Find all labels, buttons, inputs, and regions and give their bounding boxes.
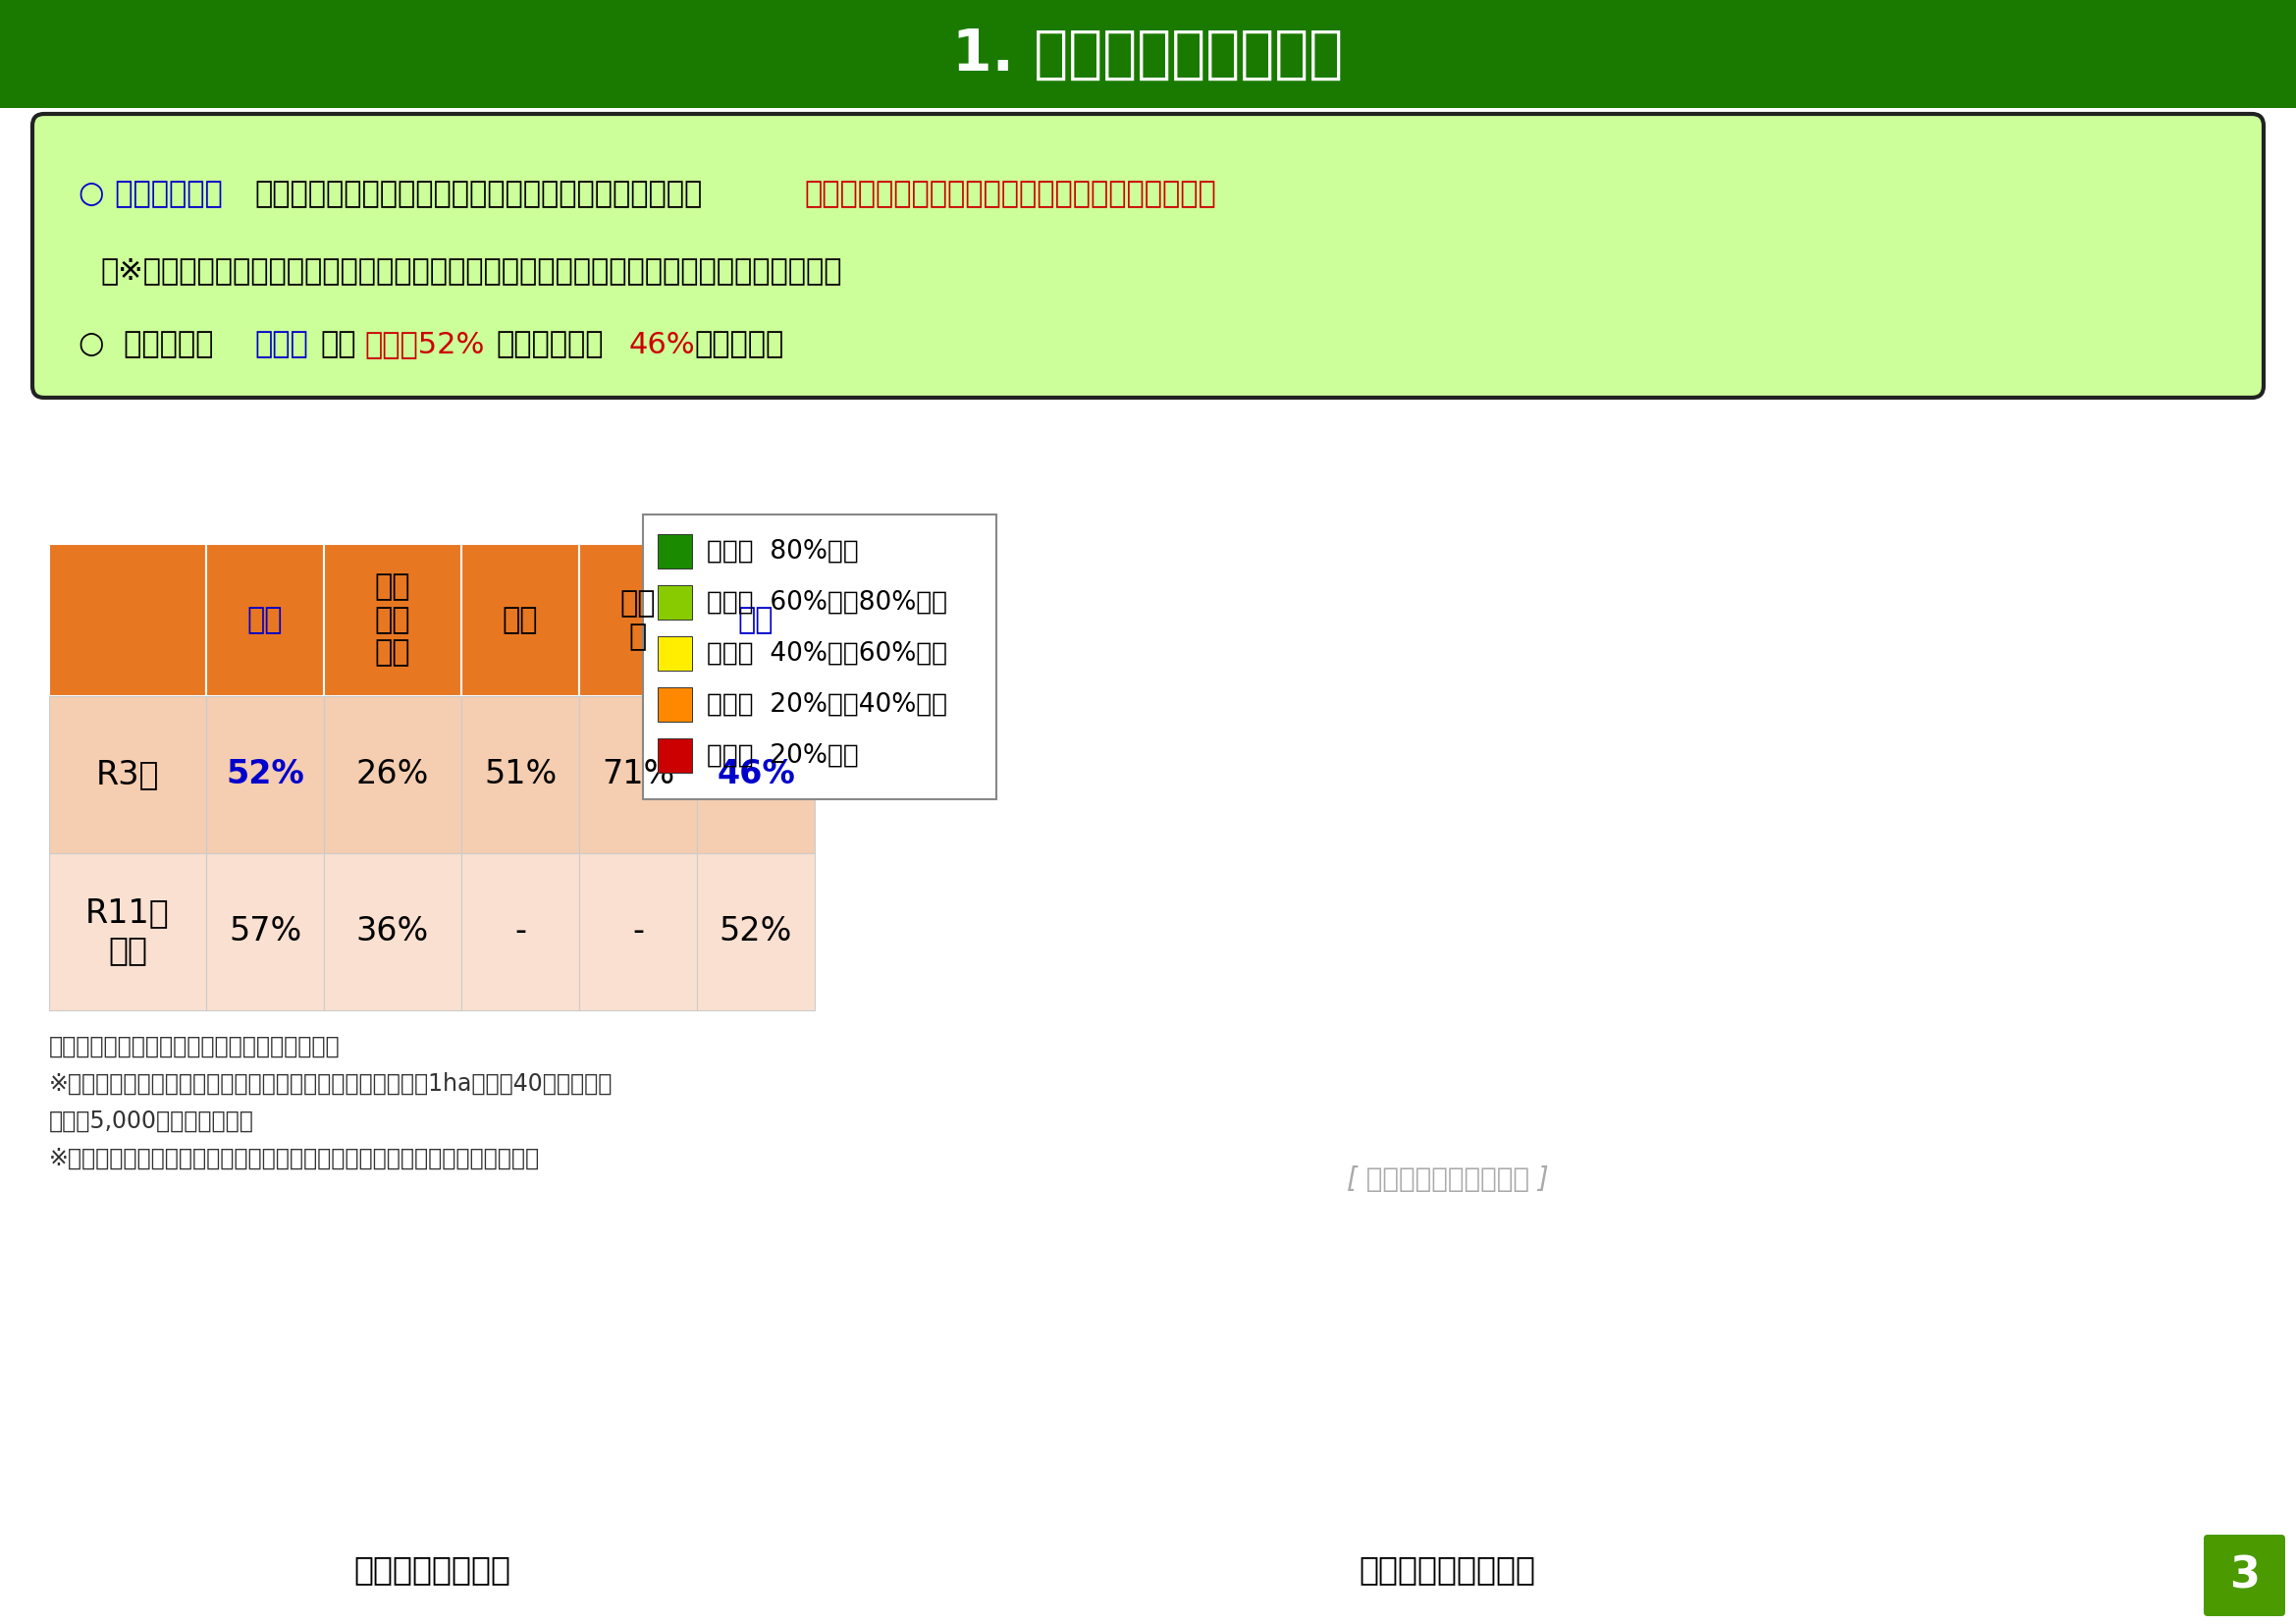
Text: は、: は、 xyxy=(321,330,356,359)
Text: だが、林地は: だが、林地は xyxy=(496,330,604,359)
Text: ・・・  80%以上: ・・・ 80%以上 xyxy=(707,539,859,564)
Bar xyxy=(0,0,2296,109)
Bar xyxy=(48,544,207,697)
Text: 57%: 57% xyxy=(230,916,301,948)
Text: 農用
地: 農用 地 xyxy=(620,590,657,651)
Text: 52%: 52% xyxy=(719,916,792,948)
Text: R3末: R3末 xyxy=(96,758,158,791)
Text: （※筆界）の位置と面積を測量する調査。調査結果は、登記所に送付され、登記簿に反映。: （※筆界）の位置と面積を測量する調査。調査結果は、登記所に送付され、登記簿に反映… xyxy=(101,257,843,286)
Text: 51%: 51% xyxy=(484,758,556,791)
Bar xyxy=(643,515,996,799)
Text: 進捗率: 進捗率 xyxy=(255,330,308,359)
Text: 注：　国土交通省のホームページを基に作成。: 注： 国土交通省のホームページを基に作成。 xyxy=(48,1034,340,1059)
Text: 1. 地籍調査の進捗状況: 1. 地籍調査の進捗状況 xyxy=(953,26,1343,81)
Bar xyxy=(324,853,461,1010)
Text: 26%: 26% xyxy=(356,758,429,791)
Text: ※宅地、農用地、林地については、人口集中地区以外の地域を分類したもの。: ※宅地、農用地、林地については、人口集中地区以外の地域を分類したもの。 xyxy=(48,1147,540,1171)
Text: R11末
目標: R11末 目標 xyxy=(85,896,170,966)
Text: は、国土調査法に基づき、主に市町村が主体となって、: は、国土調査法に基づき、主に市町村が主体となって、 xyxy=(255,180,703,208)
Text: 52%: 52% xyxy=(225,758,303,791)
Text: 46%: 46% xyxy=(716,758,794,791)
Text: 全体: 全体 xyxy=(248,606,282,635)
Bar xyxy=(629,818,2266,1541)
Bar xyxy=(579,853,698,1010)
Bar xyxy=(207,853,324,1010)
Text: -: - xyxy=(631,916,643,948)
Text: 46%: 46% xyxy=(629,330,696,359)
Text: 宅地: 宅地 xyxy=(503,606,537,635)
Bar xyxy=(461,853,579,1010)
Text: ・・・  20%未満: ・・・ 20%未満 xyxy=(707,742,859,768)
Bar xyxy=(324,544,461,697)
Text: 3: 3 xyxy=(2229,1554,2259,1596)
FancyBboxPatch shape xyxy=(2204,1535,2285,1616)
Text: 都道府県別の進捗率: 都道府県別の進捗率 xyxy=(1359,1554,1536,1587)
Bar xyxy=(48,853,207,1010)
Bar xyxy=(657,534,691,568)
Text: [ 都道府県別進捗率地図 ]: [ 都道府県別進捗率地図 ] xyxy=(1345,1166,1548,1194)
Text: ・・・  20%以上40%未満: ・・・ 20%以上40%未満 xyxy=(707,692,948,718)
Bar xyxy=(698,544,815,697)
Bar xyxy=(207,697,324,853)
Text: 人口
集中
地区: 人口 集中 地区 xyxy=(374,573,411,667)
Bar xyxy=(324,697,461,853)
Bar xyxy=(207,544,324,697)
Text: 地籍調査の進捗率: 地籍調査の進捗率 xyxy=(354,1554,510,1587)
Text: 71%: 71% xyxy=(602,758,675,791)
Bar xyxy=(579,697,698,853)
Text: ○ 「地籍調査」: ○ 「地籍調査」 xyxy=(78,180,223,208)
Bar xyxy=(579,544,698,697)
Text: に留まる。: に留まる。 xyxy=(693,330,783,359)
Bar xyxy=(657,687,691,721)
Text: 一筆ごとの土地の所有者、地番、地目を調べ、境界: 一筆ごとの土地の所有者、地番、地目を調べ、境界 xyxy=(804,180,1217,208)
Text: ・・・  60%以上80%未満: ・・・ 60%以上80%未満 xyxy=(707,590,948,615)
Bar xyxy=(657,585,691,619)
Text: ○  地籍調査の: ○ 地籍調査の xyxy=(78,330,214,359)
Text: 36%: 36% xyxy=(356,916,429,948)
Bar xyxy=(657,637,691,671)
Text: 全国で52%: 全国で52% xyxy=(365,330,484,359)
Bar xyxy=(461,697,579,853)
Text: 口5,000人以上の地域。: 口5,000人以上の地域。 xyxy=(48,1109,255,1134)
Bar xyxy=(657,739,691,773)
Bar xyxy=(461,544,579,697)
Bar xyxy=(698,697,815,853)
FancyBboxPatch shape xyxy=(32,114,2264,398)
Bar xyxy=(698,853,815,1010)
Text: -: - xyxy=(514,916,526,948)
Bar xyxy=(48,697,207,853)
Text: 林地: 林地 xyxy=(737,606,774,635)
Text: ※人口集中地区は、国勢調査において設定される人口密度が1haあたり40人以上、人: ※人口集中地区は、国勢調査において設定される人口密度が1haあたり40人以上、人 xyxy=(48,1072,613,1096)
Text: ・・・  40%以上60%未満: ・・・ 40%以上60%未満 xyxy=(707,640,948,666)
